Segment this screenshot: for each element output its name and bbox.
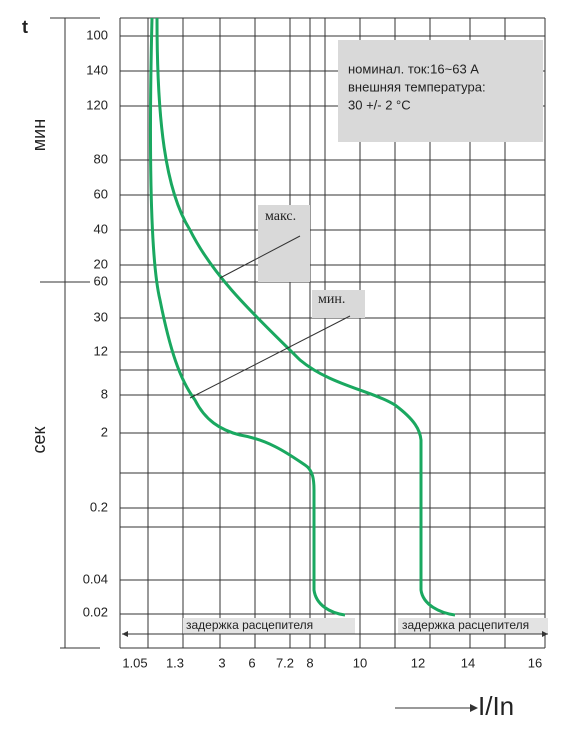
max-curve <box>155 17 456 617</box>
y-tick-label: 20 <box>94 256 108 271</box>
y-tick-label: 60 <box>94 273 108 288</box>
x-tick-label: 12 <box>411 655 425 670</box>
delay-bg <box>398 618 548 634</box>
x-tick-label: 3 <box>218 655 225 670</box>
x-axis-label: I/In <box>478 691 514 721</box>
sec-axis-label: сек <box>29 426 49 453</box>
min-curve <box>148 17 346 617</box>
y-tick-label: 0.2 <box>90 499 108 514</box>
y-tick-label: 8 <box>101 386 108 401</box>
info-line: 30 +/- 2 °C <box>348 97 411 112</box>
max-box <box>258 205 310 282</box>
x-tick-label: 10 <box>353 655 367 670</box>
x-tick-label: 16 <box>528 655 542 670</box>
delay-label: задержка расцепителя <box>402 618 529 632</box>
leader-line <box>189 315 351 399</box>
y-tick-label: 30 <box>94 309 108 324</box>
y-tick-label: 80 <box>94 151 108 166</box>
x-tick-label: 14 <box>461 655 475 670</box>
y-tick-label: 0.04 <box>83 571 108 586</box>
max-label: макс. <box>265 209 296 224</box>
y-tick-label: 100 <box>86 27 108 42</box>
min-label: мин. <box>318 292 345 307</box>
y-tick-label: 0.02 <box>83 604 108 619</box>
x-tick-label: 1.3 <box>166 655 184 670</box>
y-tick-label: 140 <box>86 62 108 77</box>
delay-label: задержка расцепителя <box>186 618 313 632</box>
x-tick-label: 8 <box>306 655 313 670</box>
min-box <box>312 290 365 318</box>
y-tick-label: 120 <box>86 97 108 112</box>
x-tick-label: 6 <box>248 655 255 670</box>
x-tick-label: 7.2 <box>276 655 294 670</box>
info-box <box>338 40 543 142</box>
y-tick-label: 12 <box>94 343 108 358</box>
y-tick-label: 2 <box>101 424 108 439</box>
info-line: внешняя температура: <box>348 79 486 94</box>
x-tick-label: 1.05 <box>122 655 147 670</box>
info-line: номинал. ток:16~63 A <box>348 61 479 76</box>
t-label: t <box>22 17 28 37</box>
y-tick-label: 40 <box>94 221 108 236</box>
delay-bg <box>183 618 355 634</box>
arrow-head <box>470 704 478 712</box>
y-tick-label: 60 <box>94 186 108 201</box>
leader-line <box>219 235 301 279</box>
min-axis-label: мин <box>29 119 49 151</box>
